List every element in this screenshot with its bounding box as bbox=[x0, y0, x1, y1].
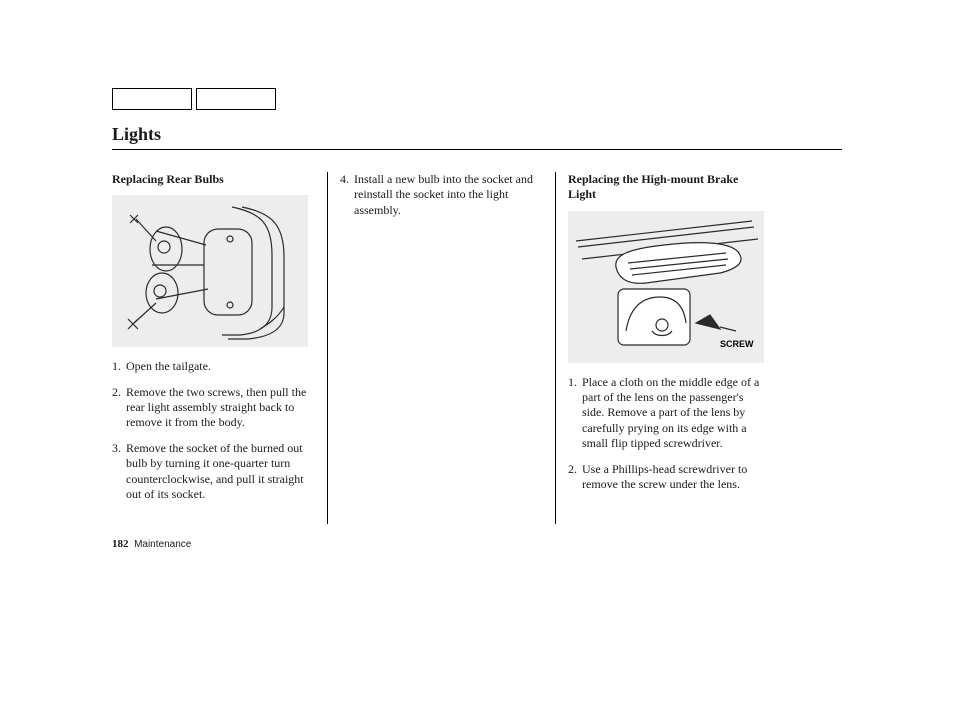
step-text: Remove the two screws, then pull the rea… bbox=[126, 385, 315, 431]
step-number: 2. bbox=[568, 462, 582, 477]
page-title: Lights bbox=[112, 124, 842, 147]
col1-step-3: 3. Remove the socket of the burned out b… bbox=[112, 441, 315, 502]
step-text: Open the tailgate. bbox=[126, 359, 315, 374]
manual-page: Lights Replacing Rear Bulbs bbox=[0, 0, 954, 710]
brake-light-figure: SCREW bbox=[568, 211, 764, 363]
top-tabs bbox=[112, 88, 276, 110]
step-text: Use a Phillips-head screwdriver to remov… bbox=[582, 462, 772, 493]
col1-step-2: 2. Remove the two screws, then pull the … bbox=[112, 385, 315, 431]
step-number: 4. bbox=[340, 172, 354, 187]
step-number: 1. bbox=[568, 375, 582, 390]
col2-step-4: 4. Install a new bulb into the socket an… bbox=[340, 172, 543, 218]
column-2: 4. Install a new bulb into the socket an… bbox=[340, 172, 556, 524]
step-text: Install a new bulb into the socket and r… bbox=[354, 172, 543, 218]
col1-subtitle: Replacing Rear Bulbs bbox=[112, 172, 315, 187]
column-3: Replacing the High-mount Brake Light bbox=[568, 172, 784, 524]
step-number: 1. bbox=[112, 359, 126, 374]
screw-label: SCREW bbox=[720, 339, 754, 349]
col1-step-1: 1. Open the tailgate. bbox=[112, 359, 315, 374]
title-row: Lights bbox=[112, 124, 842, 150]
content-columns: Replacing Rear Bulbs bbox=[112, 172, 842, 524]
step-number: 2. bbox=[112, 385, 126, 400]
section-name: Maintenance bbox=[134, 539, 191, 550]
brake-light-illustration: SCREW bbox=[568, 211, 764, 363]
col3-step-1: 1. Place a cloth on the middle edge of a… bbox=[568, 375, 772, 452]
col3-subtitle-line1: Replacing the High-mount Brake bbox=[568, 172, 772, 187]
column-1: Replacing Rear Bulbs bbox=[112, 172, 328, 524]
col3-step-2: 2. Use a Phillips-head screwdriver to re… bbox=[568, 462, 772, 493]
page-number: 182 bbox=[112, 538, 129, 550]
step-number: 3. bbox=[112, 441, 126, 456]
col3-subtitle-line2: Light bbox=[568, 187, 772, 202]
step-text: Remove the socket of the burned out bulb… bbox=[126, 441, 315, 502]
rear-bulb-illustration bbox=[112, 195, 308, 347]
tab-placeholder-1 bbox=[112, 88, 192, 110]
step-text: Place a cloth on the middle edge of a pa… bbox=[582, 375, 772, 452]
page-footer: 182 Maintenance bbox=[112, 538, 191, 550]
rear-bulb-figure bbox=[112, 195, 308, 347]
tab-placeholder-2 bbox=[196, 88, 276, 110]
